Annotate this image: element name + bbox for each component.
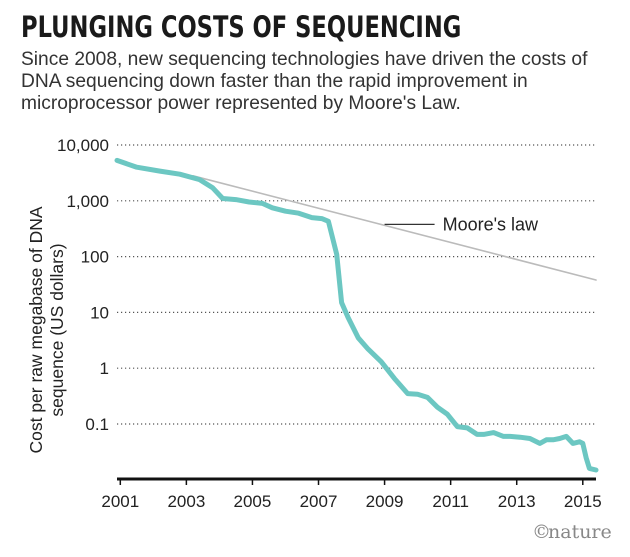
x-tick-label: 2013	[498, 492, 536, 511]
annotation-moores-law: Moore's law	[443, 214, 539, 234]
x-tick-label: 2003	[167, 492, 205, 511]
copyright-symbol: ©	[532, 521, 551, 543]
x-tick-labels: 2001 2003 2005 2007 2009 2011 2013 2015	[101, 492, 601, 511]
y-tick-label: 100	[81, 248, 109, 267]
y-tick-label: 1	[100, 359, 109, 378]
y-axis-label-line-2: sequence (US dollars)	[47, 243, 67, 416]
x-tick-label: 2015	[564, 492, 602, 511]
series-line-moores-law	[192, 175, 597, 281]
x-tick-label: 2005	[234, 492, 272, 511]
y-tick-label: 10	[90, 303, 109, 322]
x-tick-label: 2009	[366, 492, 404, 511]
y-tick-label: 1,000	[66, 192, 109, 211]
credit-text: nature	[548, 521, 612, 543]
y-tick-labels: 10,000 1,000 100 10 1 0.1	[57, 136, 109, 434]
y-axis-label-line-1: Cost per raw megabase of DNA	[26, 206, 46, 453]
x-tick-label: 2007	[300, 492, 338, 511]
x-tick-label: 2001	[101, 492, 139, 511]
axes	[117, 477, 596, 485]
series-layer	[114, 157, 599, 473]
grid	[117, 144, 596, 425]
y-tick-label: 0.1	[85, 415, 109, 434]
series-line-cost	[114, 157, 599, 473]
x-tick-label: 2011	[432, 492, 469, 511]
y-axis-label: Cost per raw megabase of DNA sequence (U…	[26, 206, 67, 453]
chart-title: PLUNGING COSTS OF SEQUENCING	[21, 10, 462, 44]
y-tick-label: 10,000	[57, 136, 109, 155]
annotations: Moore's law	[384, 214, 539, 234]
nature-credit: © nature	[532, 521, 612, 543]
chart-subtitle: Since 2008, new sequencing technologies …	[21, 49, 588, 114]
